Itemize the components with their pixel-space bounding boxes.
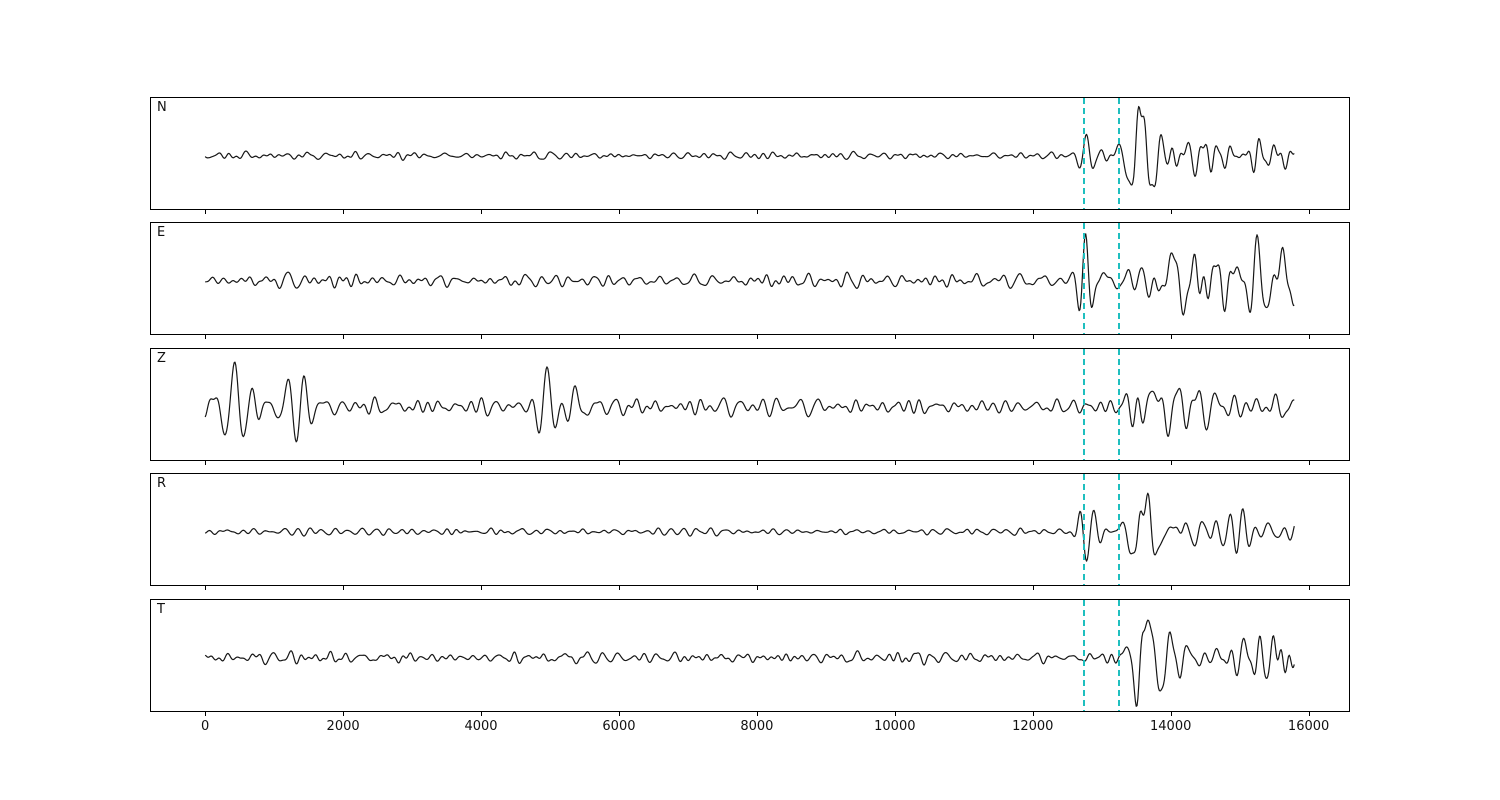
x-tick	[481, 335, 483, 339]
x-tick	[343, 210, 345, 214]
x-tick	[343, 461, 345, 465]
x-tick	[756, 586, 758, 590]
panel-label-Z: Z	[157, 351, 166, 366]
x-tick	[205, 712, 207, 716]
x-tick	[1032, 210, 1034, 214]
x-tick	[1308, 210, 1310, 214]
panel-label-N: N	[157, 100, 167, 115]
x-tick	[343, 335, 345, 339]
x-tick-label: 4000	[464, 719, 498, 734]
x-tick	[894, 461, 896, 465]
x-tick	[1308, 335, 1310, 339]
x-tick	[1170, 586, 1172, 590]
x-tick	[756, 461, 758, 465]
waveform-canvas-R	[151, 474, 1349, 585]
x-tick-label: 6000	[602, 719, 636, 734]
x-tick	[618, 210, 620, 214]
panel-N: N	[150, 97, 1350, 210]
x-tick	[1032, 461, 1034, 465]
x-tick	[1170, 335, 1172, 339]
x-tick-label: 14000	[1150, 719, 1192, 734]
x-tick	[756, 712, 758, 716]
x-tick	[205, 586, 207, 590]
x-tick	[894, 210, 896, 214]
x-tick	[1308, 586, 1310, 590]
x-tick-label: 12000	[1012, 719, 1054, 734]
x-tick-label: 10000	[874, 719, 916, 734]
panel-R: R	[150, 473, 1350, 586]
panel-T: T	[150, 599, 1350, 712]
x-tick-label: 0	[201, 719, 210, 734]
x-tick-label: 2000	[326, 719, 360, 734]
x-tick	[618, 461, 620, 465]
x-tick	[1032, 712, 1034, 716]
pick-line	[1083, 474, 1086, 585]
x-tick	[481, 586, 483, 590]
x-tick	[481, 461, 483, 465]
x-tick	[205, 461, 207, 465]
panel-label-E: E	[157, 225, 166, 240]
pick-line	[1083, 349, 1086, 460]
x-tick	[756, 335, 758, 339]
waveform-canvas-T	[151, 600, 1349, 711]
waveform-canvas-N	[151, 98, 1349, 209]
panel-label-T: T	[157, 602, 165, 617]
pick-line	[1117, 600, 1120, 711]
x-tick	[894, 712, 896, 716]
panel-label-R: R	[157, 476, 167, 491]
pick-line	[1117, 223, 1120, 334]
x-tick-label: 16000	[1287, 719, 1330, 734]
pick-line	[1117, 474, 1120, 585]
panel-E: E	[150, 222, 1350, 335]
x-tick	[481, 712, 483, 716]
x-tick	[205, 335, 207, 339]
x-tick	[481, 210, 483, 214]
pick-line	[1083, 600, 1086, 711]
x-tick	[1170, 461, 1172, 465]
x-tick	[894, 586, 896, 590]
x-tick	[756, 210, 758, 214]
x-tick	[618, 335, 620, 339]
x-tick	[343, 712, 345, 716]
x-tick	[1032, 586, 1034, 590]
x-tick	[205, 210, 207, 214]
x-tick	[343, 586, 345, 590]
x-tick	[1308, 712, 1310, 716]
pick-line	[1117, 98, 1120, 209]
x-tick	[1170, 712, 1172, 716]
waveform-canvas-Z	[151, 349, 1349, 460]
x-tick	[894, 335, 896, 339]
pick-line	[1083, 98, 1086, 209]
x-tick	[1308, 461, 1310, 465]
x-tick	[1170, 210, 1172, 214]
x-tick-label: 8000	[740, 719, 774, 734]
x-tick	[618, 586, 620, 590]
x-tick	[1032, 335, 1034, 339]
pick-line	[1083, 223, 1086, 334]
panel-Z: Z	[150, 348, 1350, 461]
waveform-canvas-E	[151, 223, 1349, 334]
pick-line	[1117, 349, 1120, 460]
x-tick	[618, 712, 620, 716]
